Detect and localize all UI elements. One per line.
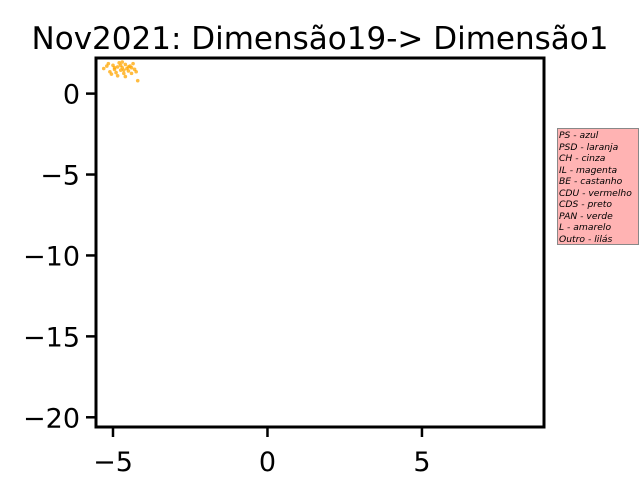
data-point [122,68,126,72]
data-point [131,61,135,66]
x-tick-label: −5 [93,447,133,478]
y-tick-label: −10 [23,241,80,272]
data-point [101,66,106,71]
legend-entry-l: L - amarelo [559,222,612,233]
legend-entry-cds: CDS - preto [559,199,612,210]
legend-entry-il: IL - magenta [559,164,618,176]
x-tick-label: 5 [413,447,430,478]
chart-title: Nov2021: Dimensão19-> Dimensão1 [32,21,609,57]
y-tick-label: −20 [23,403,80,434]
data-point [120,60,125,64]
y-tick-label: −15 [23,322,80,353]
y-tick-label: −5 [40,161,80,192]
data-point [129,71,134,76]
y-tick-label: 0 [63,80,80,111]
data-points [101,60,140,83]
legend-entry-be: BE - castanho [559,176,623,187]
legend: PS - azul PSD - laranja CH - cinza IL - … [557,128,639,245]
plot-frame [94,56,546,429]
data-point [122,71,126,76]
legend-entry-ch: CH - cinza [559,153,606,164]
legend-entry-outro: Outro - lilás [559,233,613,245]
data-point [134,69,138,74]
legend-entry-pan: PAN - verde [559,210,613,222]
legend-entry-cdu: CDU - vermelho [559,187,632,199]
x-tick-label: 0 [259,447,276,478]
y-axis: 0 −5 −10 −15 −20 [23,80,96,434]
data-point [123,62,128,67]
data-point [112,65,117,70]
data-point [126,69,131,73]
data-point [106,61,111,66]
data-point [109,72,114,76]
data-point [135,78,140,83]
x-axis: −5 0 5 [93,427,431,478]
data-point [115,65,120,69]
legend-entry-ps: PS - azul [559,130,599,141]
data-point [118,63,123,68]
data-point [115,74,120,78]
legend-entry-psd: PSD - laranja [559,141,619,153]
data-point [129,65,134,70]
data-point [126,65,131,69]
data-point [123,74,128,79]
data-point [114,70,118,75]
